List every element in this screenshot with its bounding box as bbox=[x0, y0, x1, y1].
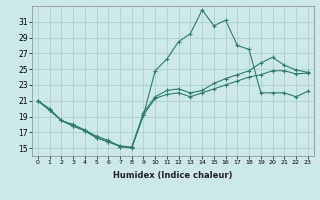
X-axis label: Humidex (Indice chaleur): Humidex (Indice chaleur) bbox=[113, 171, 233, 180]
